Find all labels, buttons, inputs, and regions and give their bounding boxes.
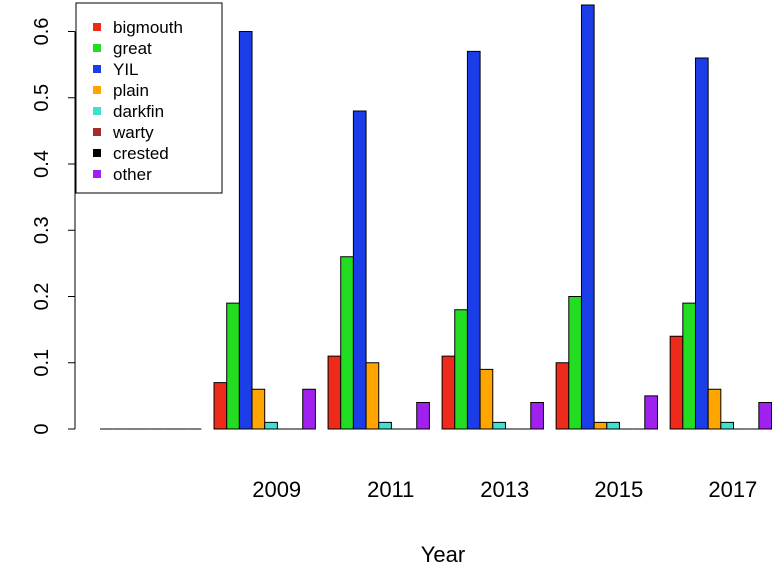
bar: [441, 355, 456, 430]
legend-label: other: [113, 165, 152, 184]
legend-label: YIL: [113, 60, 139, 79]
legend-swatch: [93, 23, 101, 31]
legend-label: great: [113, 39, 152, 58]
bar: [593, 421, 608, 430]
legend-label: plain: [113, 81, 149, 100]
legend-label: darkfin: [113, 102, 164, 121]
legend-swatch: [93, 128, 101, 136]
bar: [365, 362, 380, 430]
y-tick-label: 0.3: [31, 216, 53, 244]
legend-swatch: [93, 107, 101, 115]
legend-swatch: [93, 65, 101, 73]
legend-swatch: [93, 170, 101, 178]
bar: [492, 421, 506, 430]
legend-label: bigmouth: [113, 18, 183, 37]
bar: [416, 402, 430, 430]
x-tick-label: 2017: [708, 477, 757, 502]
bar: [251, 388, 266, 430]
bar: [694, 57, 709, 430]
legend-box: [75, 2, 223, 194]
bar: [466, 50, 481, 430]
x-tick-label: 2015: [594, 477, 643, 502]
bar: [669, 335, 684, 430]
bar: [226, 302, 240, 430]
bar: [707, 388, 722, 430]
bar: [352, 110, 367, 430]
bar: [340, 256, 354, 430]
bar: [238, 31, 253, 430]
bar: [758, 402, 773, 430]
x-tick-label: 2009: [252, 477, 301, 502]
y-tick-label: 0: [31, 423, 53, 434]
legend-swatch: [93, 149, 101, 157]
legend-label: warty: [112, 123, 154, 142]
y-tick-label: 0.1: [31, 349, 53, 377]
bar: [454, 309, 468, 430]
y-tick-label: 0.5: [31, 84, 53, 112]
y-tick-label: 0.2: [31, 283, 53, 311]
bar: [555, 362, 570, 430]
x-tick-label: 2011: [367, 477, 414, 502]
bar: [213, 382, 228, 430]
x-axis-title: Year: [421, 542, 465, 567]
legend-label: crested: [113, 144, 169, 163]
y-tick-label: 0.4: [31, 150, 53, 178]
legend-swatch: [93, 44, 101, 52]
bar: [644, 395, 658, 430]
bar: [580, 4, 595, 430]
bar: [479, 368, 494, 430]
y-tick-label: 0.6: [31, 18, 53, 46]
bar: [606, 421, 620, 430]
bar: [264, 421, 278, 430]
bar: [568, 296, 582, 430]
bar: [682, 302, 696, 430]
bar: [302, 388, 316, 430]
bar: [378, 421, 392, 430]
bar: [327, 355, 342, 430]
x-tick-label: 2013: [480, 477, 529, 502]
bar: [720, 421, 735, 430]
bar: [530, 402, 544, 430]
legend-swatch: [93, 86, 101, 94]
